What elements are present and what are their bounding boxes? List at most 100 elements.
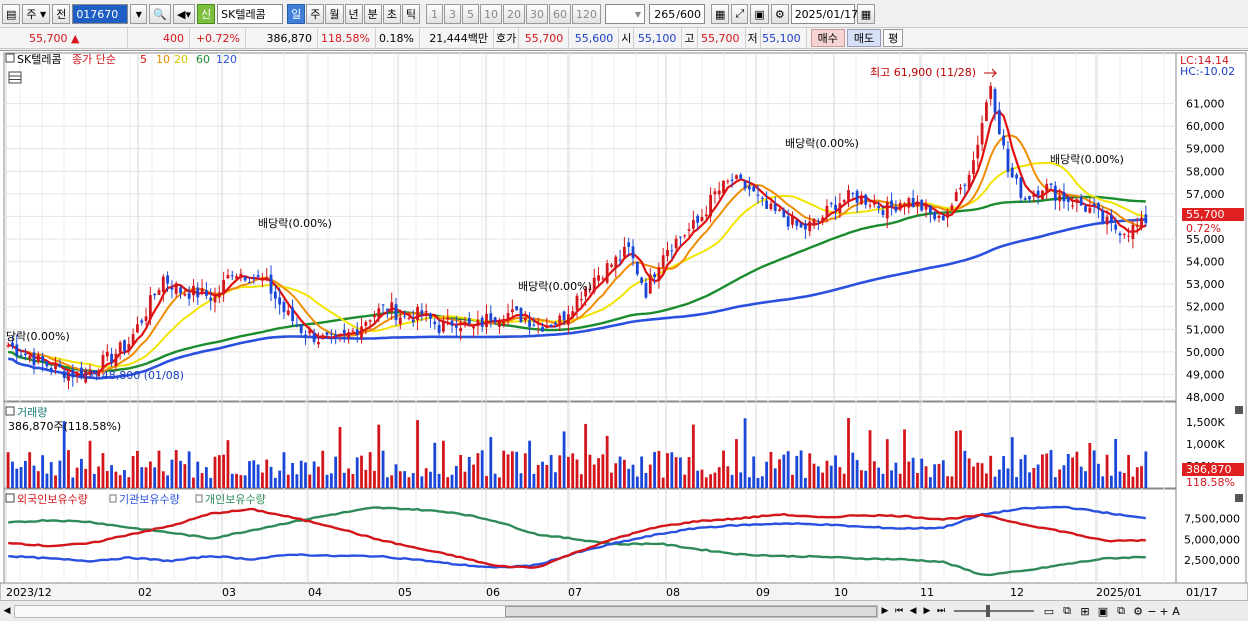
volume-bar bbox=[959, 430, 962, 488]
prev-button[interactable]: 전 bbox=[52, 4, 71, 24]
date-field[interactable]: 2025/01/17 bbox=[790, 4, 858, 24]
volume-bar bbox=[161, 471, 165, 488]
volume-bar bbox=[791, 474, 794, 488]
candle-body bbox=[493, 317, 497, 323]
layout-icon[interactable]: ▭ bbox=[1043, 604, 1055, 618]
gear-icon[interactable]: ⚙ bbox=[770, 4, 789, 24]
volume-bar bbox=[976, 462, 980, 488]
candle-body bbox=[510, 309, 514, 313]
last-page-icon[interactable]: ⏭ bbox=[936, 606, 946, 616]
tab-minute-unit[interactable]: 3 bbox=[444, 4, 461, 24]
data-table-icon[interactable] bbox=[8, 71, 22, 84]
tab-timeframe[interactable]: 분 bbox=[363, 4, 382, 24]
volume-panel-toggle-icon[interactable] bbox=[5, 406, 15, 416]
prev-page-icon[interactable]: ◀ bbox=[909, 606, 917, 616]
candle-settings-icon[interactable]: ▦ bbox=[711, 4, 730, 24]
candle-body bbox=[196, 287, 200, 298]
candle-body bbox=[6, 345, 10, 347]
copy-icon[interactable]: ⧉ bbox=[1117, 604, 1125, 617]
chevron-down-icon: ▼ bbox=[40, 9, 47, 19]
scroll-thumb[interactable] bbox=[505, 605, 877, 617]
scroll-right-icon[interactable]: ▶ bbox=[881, 606, 889, 616]
chart-svg[interactable]: 61,00060,00059,00058,00057,00056,00055,0… bbox=[0, 51, 1248, 602]
close-icon[interactable] bbox=[1235, 494, 1243, 502]
chart-area[interactable]: 61,00060,00059,00058,00057,00056,00055,0… bbox=[0, 50, 1248, 602]
ask-label: 호가 bbox=[494, 28, 520, 48]
volume-bar bbox=[463, 471, 467, 488]
volume-bar bbox=[855, 459, 859, 488]
candle-body bbox=[502, 321, 506, 326]
data-count-field[interactable]: 265/600 bbox=[649, 4, 705, 24]
tab-minute-unit[interactable]: 30 bbox=[526, 4, 548, 24]
sound-icon[interactable]: ◀▾ bbox=[173, 4, 195, 24]
sell-button[interactable]: 매도 bbox=[846, 29, 882, 47]
tab-timeframe[interactable]: 초 bbox=[382, 4, 401, 24]
tab-minute-unit[interactable]: 10 bbox=[480, 4, 502, 24]
volume-bar bbox=[446, 477, 450, 488]
tab-timeframe[interactable]: 월 bbox=[325, 4, 344, 24]
tab-timeframe[interactable]: 년 bbox=[344, 4, 363, 24]
candle-body bbox=[45, 361, 49, 367]
new-badge[interactable]: 신 bbox=[197, 4, 216, 24]
calendar-icon[interactable]: ▦ bbox=[856, 4, 876, 24]
volume-tag-bg bbox=[1182, 463, 1244, 476]
candle-body bbox=[19, 355, 23, 357]
candle-body bbox=[1114, 224, 1118, 230]
dividend-annotation: 배당락(0.00%) bbox=[785, 137, 859, 150]
holdings-axis-label: 7,500,000 bbox=[1184, 513, 1240, 526]
volume-bar bbox=[252, 460, 256, 488]
volume-bar bbox=[153, 467, 157, 488]
volume-bar bbox=[23, 460, 27, 488]
holdings-panel-toggle-icon[interactable] bbox=[5, 493, 15, 503]
tab-minute-unit[interactable]: 1 bbox=[426, 4, 443, 24]
next-page-icon[interactable]: ▶ bbox=[923, 606, 931, 616]
screenshot-icon[interactable]: ▣ bbox=[1097, 604, 1109, 618]
candle-body bbox=[235, 276, 238, 279]
compare-icon[interactable]: ⧉ bbox=[1063, 604, 1071, 617]
candle-body bbox=[80, 367, 83, 379]
candle-body bbox=[226, 274, 230, 279]
volume-bar bbox=[631, 464, 635, 488]
candle-body bbox=[342, 330, 346, 334]
volume-bar bbox=[92, 473, 96, 488]
save-icon[interactable]: ▣ bbox=[750, 4, 769, 24]
search-icon[interactable]: 🔍 bbox=[149, 4, 172, 24]
buy-button[interactable]: 매수 bbox=[810, 29, 845, 47]
average-button[interactable]: 평 bbox=[883, 29, 904, 47]
tab-timeframe[interactable]: 일 bbox=[287, 4, 306, 24]
panel-toggle-icon[interactable] bbox=[5, 53, 15, 63]
volume-bar bbox=[601, 454, 605, 488]
ma-legend-20: 20 bbox=[174, 53, 188, 66]
volume-bar bbox=[597, 458, 600, 488]
tab-minute-unit[interactable]: 60 bbox=[549, 4, 571, 24]
volume-bar bbox=[1092, 450, 1096, 488]
candle-body bbox=[911, 197, 915, 208]
stock-code-input[interactable]: 017670 bbox=[72, 4, 129, 24]
draw-tool-icon[interactable]: ⤢ bbox=[731, 4, 749, 24]
tab-minute-unit[interactable]: 120 bbox=[572, 4, 601, 24]
tab-timeframe[interactable]: 주 bbox=[306, 4, 325, 24]
zoom-slider-thumb[interactable] bbox=[986, 605, 990, 617]
indicator-icon[interactable]: ⊞ bbox=[1080, 604, 1090, 618]
gear-icon[interactable]: ⚙ bbox=[1133, 604, 1143, 618]
scroll-track[interactable] bbox=[14, 604, 878, 618]
zoom-out-icon[interactable]: − bbox=[1147, 604, 1157, 618]
volume-bar bbox=[735, 439, 738, 488]
tab-minute-unit[interactable]: 20 bbox=[503, 4, 525, 24]
font-size-icon[interactable]: A bbox=[1172, 604, 1180, 618]
volume-bar bbox=[80, 458, 83, 488]
period-combo[interactable]: 주 ▼ bbox=[22, 4, 51, 24]
candle-body bbox=[967, 174, 971, 189]
first-page-icon[interactable]: ⏮ bbox=[894, 606, 904, 616]
chart-menu-icon[interactable]: ▤ bbox=[2, 4, 21, 24]
custom-unit-input[interactable]: ▼ bbox=[605, 4, 645, 24]
volume-bar bbox=[648, 464, 652, 488]
code-dropdown-icon[interactable]: ▼ bbox=[130, 4, 148, 24]
tab-minute-unit[interactable]: 5 bbox=[462, 4, 479, 24]
zoom-slider[interactable] bbox=[954, 605, 1034, 617]
scroll-left-icon[interactable]: ◀ bbox=[3, 606, 11, 616]
chart-scrollbar[interactable]: ◀ ▶ ⏮ ◀ ▶ ⏭ ▭ ⧉ ⊞ ▣ ⧉ ⚙ − + A bbox=[0, 600, 1248, 621]
tab-timeframe[interactable]: 틱 bbox=[401, 4, 420, 24]
close-icon[interactable] bbox=[1235, 406, 1243, 414]
zoom-in-icon[interactable]: + bbox=[1159, 604, 1169, 618]
